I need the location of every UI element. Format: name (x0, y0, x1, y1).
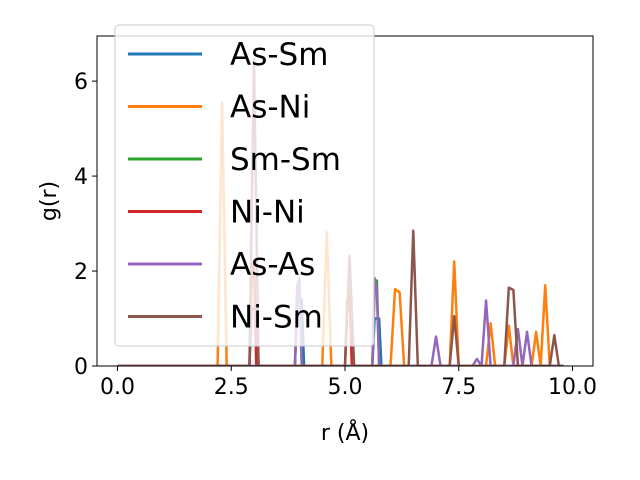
x-tick-label: 0.0 (100, 375, 135, 400)
legend-entry: Ni-Sm (230, 300, 323, 336)
x-tick-label: 7.5 (441, 375, 476, 400)
legend-entry: Sm-Sm (230, 142, 341, 178)
y-axis-label: g(r) (37, 181, 62, 221)
legend-entry: As-As (230, 247, 315, 283)
legend-entry: As-Ni (230, 90, 310, 126)
x-axis: 0.0 2.5 5.0 7.5 10.0 (100, 366, 597, 400)
y-axis: 0 2 4 6 (74, 70, 97, 380)
y-tick-label: 4 (74, 165, 88, 190)
legend-entry: Ni-Ni (230, 195, 305, 231)
x-tick-label: 2.5 (214, 375, 249, 400)
x-tick-label: 10.0 (548, 375, 597, 400)
y-tick-label: 2 (74, 260, 88, 285)
legend-entry: As-Sm (230, 37, 328, 73)
legend-box (114, 24, 375, 347)
x-axis-label: r (Å) (321, 419, 369, 446)
series-line-as-as (117, 276, 564, 366)
x-tick-label: 5.0 (328, 375, 363, 400)
legend: As-Sm As-Ni Sm-Sm Ni-Ni As-As Ni-Sm (114, 24, 375, 347)
y-tick-label: 6 (74, 70, 88, 95)
y-tick-label: 0 (74, 355, 88, 380)
